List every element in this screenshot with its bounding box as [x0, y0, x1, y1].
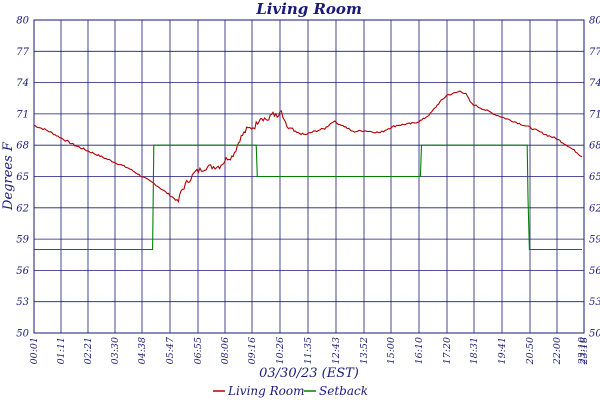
y-tick-label-right: 80 — [589, 16, 600, 27]
series-line-living-room — [33, 90, 583, 203]
x-tick-label: 19:41 — [497, 337, 508, 364]
y-tick-label-right: 71 — [589, 109, 600, 120]
x-tick-label: 01:11 — [56, 337, 67, 364]
x-tick-label: 12:43 — [331, 337, 342, 364]
x-tick-label: 18:31 — [469, 337, 480, 364]
y-tick-label-left: 74 — [16, 78, 29, 89]
x-tick-label: 02:21 — [83, 337, 94, 364]
x-tick-label: 09:16 — [247, 337, 258, 364]
x-tick-label: 05:47 — [165, 336, 176, 364]
y-tick-label-left: 62 — [16, 203, 29, 214]
y-tick-label-left: 56 — [16, 266, 29, 277]
legend-label: Setback — [319, 384, 368, 398]
y-tick-label-right: 50 — [589, 329, 600, 340]
y-axis-label: Degrees F — [1, 141, 16, 211]
x-tick-label: 00:01 — [29, 337, 40, 364]
y-tick-label-left: 80 — [16, 16, 29, 27]
x-tick-label: 20:50 — [525, 337, 536, 365]
x-tick-label: 11:35 — [303, 337, 314, 364]
y-tick-label-right: 68 — [589, 141, 600, 152]
x-tick-label: 23:10 — [577, 337, 588, 365]
y-tick-label-left: 71 — [16, 109, 29, 120]
y-tick-label-left: 77 — [16, 47, 29, 58]
y-tick-label-right: 56 — [589, 266, 600, 277]
series-line-setback — [34, 144, 582, 251]
x-tick-label: 10:26 — [275, 337, 286, 364]
x-tick-label: 16:10 — [414, 337, 425, 364]
x-tick-label: 06:55 — [193, 337, 204, 364]
y-tick-label-right: 65 — [589, 172, 600, 183]
plot-frame — [33, 19, 585, 334]
x-tick-label: 03:30 — [110, 337, 121, 364]
x-tick-label: 13:52 — [359, 337, 370, 364]
x-ticks: 00:01 01:11 02:21 03:30 04:38 05:47 06:55 08:06… — [29, 336, 590, 365]
x-tick-label: 23:18 — [579, 337, 590, 365]
y-tick-label-left: 59 — [16, 235, 29, 246]
y-tick-label-left: 65 — [16, 172, 29, 183]
y-tick-label-right: 62 — [589, 203, 600, 214]
x-axis-label: 03/30/23 (EST) — [259, 366, 359, 381]
x-tick-label: 22:00 — [552, 337, 563, 365]
y-tick-label-right: 77 — [589, 47, 600, 58]
y-ticks-left: 50 53 56 59 62 65 68 71 74 77 80 — [16, 16, 29, 340]
legend: Living Room Setback — [213, 384, 368, 398]
x-tick-label: 04:38 — [137, 337, 148, 364]
x-tick-label: 17:20 — [442, 337, 453, 364]
y-tick-label-right: 53 — [589, 297, 600, 308]
y-tick-label-right: 74 — [589, 78, 600, 89]
y-tick-label-left: 50 — [16, 329, 29, 340]
series-lines — [33, 90, 583, 251]
y-tick-label-left: 53 — [16, 297, 29, 308]
y-ticks-right: 50 53 56 59 62 65 68 71 74 77 80 — [589, 16, 600, 340]
y-tick-label-left: 68 — [16, 141, 29, 152]
x-tick-label: 15:00 — [386, 337, 397, 364]
chart-title: Living Room — [255, 0, 362, 18]
y-tick-label-right: 59 — [589, 235, 600, 246]
legend-label: Living Room — [227, 384, 305, 398]
x-tick-label: 08:06 — [220, 337, 231, 364]
